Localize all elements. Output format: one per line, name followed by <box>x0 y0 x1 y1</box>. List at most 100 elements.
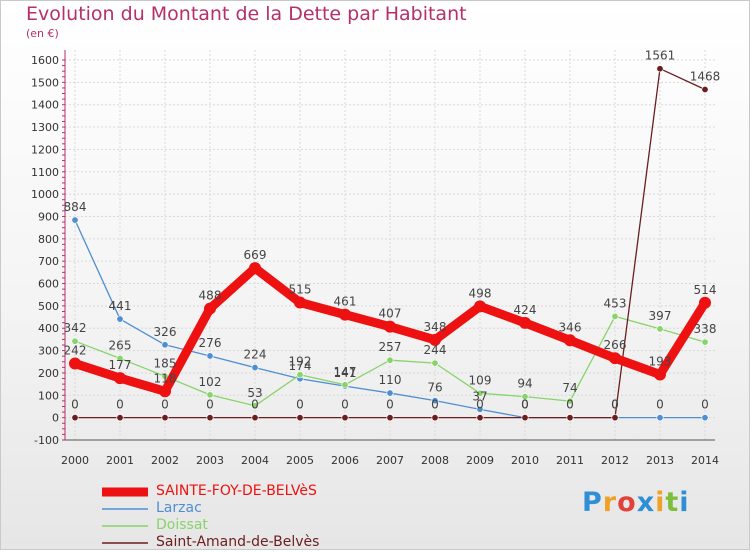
data-point <box>564 334 576 347</box>
proxiti-logo: Proxiti <box>582 487 690 518</box>
data-label: 0 <box>701 398 709 412</box>
y-tick-label: 1600 <box>31 54 59 67</box>
data-label: 488 <box>199 289 222 303</box>
y-tick-label: 1500 <box>31 76 59 89</box>
data-label: 76 <box>427 381 442 395</box>
data-label: 174 <box>289 359 312 373</box>
data-label: 74 <box>562 381 577 395</box>
logo-letter: P <box>582 487 603 518</box>
data-label: 192 <box>289 355 312 369</box>
y-tick-label: 1000 <box>31 188 59 201</box>
data-label: 0 <box>611 398 619 412</box>
data-point <box>71 216 79 224</box>
data-point <box>611 414 619 422</box>
legend-swatch-larzac <box>102 508 148 510</box>
data-label: 0 <box>206 398 214 412</box>
data-point <box>71 414 79 422</box>
data-label: 441 <box>109 299 132 313</box>
legend-swatch-doissat <box>102 525 148 527</box>
legend-label-sainte-foy: SAINTE-FOY-DE-BELVèS <box>156 483 317 499</box>
data-label: 193 <box>649 355 672 369</box>
legend-label-saint-amand: Saint-Amand-de-Belvès <box>156 534 320 550</box>
data-label: 37 <box>472 389 487 403</box>
data-label: 118 <box>154 371 177 385</box>
data-label: 265 <box>109 338 132 352</box>
y-tick-label: 100 <box>38 389 59 402</box>
data-label: 110 <box>379 373 402 387</box>
data-point <box>341 414 349 422</box>
data-point <box>116 414 124 422</box>
x-tick-label: 2000 <box>61 454 89 467</box>
data-point <box>161 414 169 422</box>
data-label: 338 <box>694 322 717 336</box>
data-point <box>386 356 394 364</box>
data-point <box>204 302 216 315</box>
y-tick-label: -100 <box>34 434 59 447</box>
data-label: 348 <box>424 320 447 334</box>
legend-label-larzac: Larzac <box>156 500 202 516</box>
data-point <box>611 312 619 320</box>
legend-swatch-sainte-foy <box>102 487 148 497</box>
y-tick-label: 300 <box>38 345 59 358</box>
data-label: 669 <box>244 248 267 262</box>
x-tick-label: 2009 <box>466 454 494 467</box>
data-label: 0 <box>521 398 529 412</box>
x-tick-label: 2014 <box>691 454 719 467</box>
data-labels-layer: 242 177 118 488 669 515 461 407 348 498 424 346 266 1… <box>64 49 721 412</box>
data-point <box>476 414 484 422</box>
data-point <box>519 316 531 329</box>
x-tick-label: 2008 <box>421 454 449 467</box>
y-tick-label: 700 <box>38 255 59 268</box>
data-point <box>114 372 126 385</box>
y-tick-label: 500 <box>38 300 59 313</box>
x-tick-label: 2011 <box>556 454 584 467</box>
data-label: 498 <box>469 286 492 300</box>
data-point <box>251 414 259 422</box>
data-point <box>69 357 81 370</box>
x-tick-label: 2012 <box>601 454 629 467</box>
data-point <box>521 414 529 422</box>
data-label: 0 <box>476 398 484 412</box>
data-label: 257 <box>379 340 402 354</box>
logo-letter: o <box>617 487 637 518</box>
data-point <box>206 391 214 399</box>
data-point <box>701 414 709 422</box>
data-point <box>296 371 304 379</box>
data-point <box>71 337 79 345</box>
data-point <box>431 359 439 367</box>
logo-letter: x <box>636 487 656 518</box>
data-point <box>251 364 259 372</box>
data-point <box>116 354 124 362</box>
data-point <box>386 414 394 422</box>
series-layer <box>69 65 711 422</box>
data-label: 177 <box>109 358 132 372</box>
data-point <box>699 296 711 309</box>
data-point <box>296 414 304 422</box>
y-tick-label: 900 <box>38 210 59 223</box>
data-label: 0 <box>656 398 664 412</box>
data-point <box>161 341 169 349</box>
data-label: 224 <box>244 348 267 362</box>
data-label: 141 <box>334 366 357 380</box>
data-point <box>656 414 664 422</box>
data-label: 0 <box>116 398 124 412</box>
data-label: 515 <box>289 283 312 297</box>
data-point <box>701 338 709 346</box>
data-point <box>206 414 214 422</box>
data-label: 407 <box>379 307 402 321</box>
data-label: 0 <box>431 398 439 412</box>
legend-label-doissat: Doissat <box>156 517 208 533</box>
data-label: 453 <box>604 296 627 310</box>
data-label: 109 <box>469 373 492 387</box>
data-label: 102 <box>199 375 222 389</box>
y-tick-label: 200 <box>38 367 59 380</box>
line-chart: -100010020030040050060070080090010001100… <box>31 49 721 467</box>
chart-axes: -100010020030040050060070080090010001100… <box>31 50 719 467</box>
x-tick-label: 2006 <box>331 454 359 467</box>
data-point <box>566 397 574 405</box>
data-point <box>251 402 259 410</box>
data-point <box>474 300 486 313</box>
x-tick-label: 2005 <box>286 454 314 467</box>
data-point <box>476 389 484 397</box>
